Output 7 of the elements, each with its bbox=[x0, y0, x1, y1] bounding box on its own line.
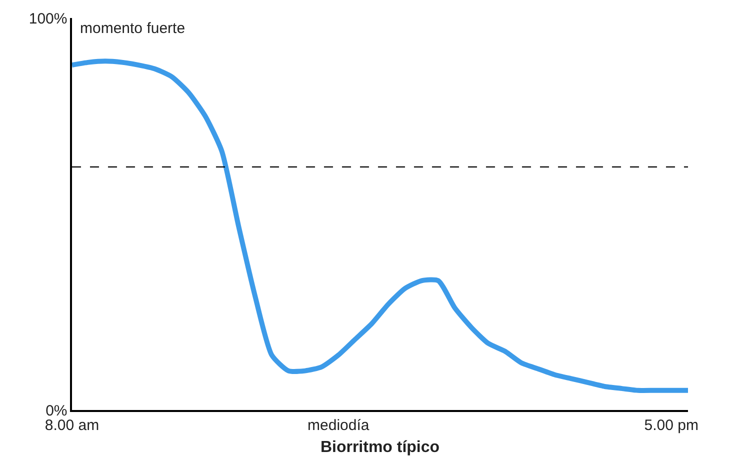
x-tick-label: mediodía bbox=[308, 416, 370, 434]
x-tick-label: 8.00 am bbox=[44, 416, 100, 434]
y-tick-label: 100% bbox=[28, 10, 68, 28]
x-tick-label: 5.00 pm bbox=[644, 416, 698, 434]
annotation: momento fuerte bbox=[80, 20, 186, 37]
y-tick-label: 0% bbox=[46, 402, 68, 420]
x-axis-title: Biorritmo típico bbox=[320, 438, 440, 456]
